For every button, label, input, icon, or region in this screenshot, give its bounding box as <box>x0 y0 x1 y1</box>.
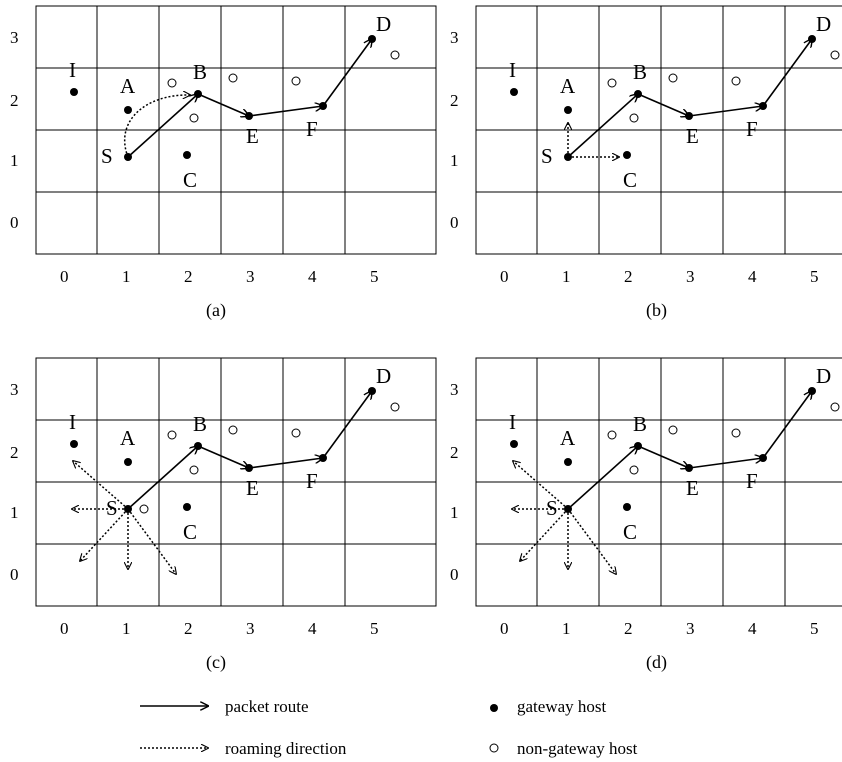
panel-c-ytick-2: 2 <box>10 443 19 462</box>
panel-a: I A B S C E F D 3 2 1 0 0 1 2 3 4 5 (a) <box>10 6 436 321</box>
panel-d-node-F: F <box>746 469 758 493</box>
panel-d-roaming-downright <box>567 508 616 574</box>
panel-c-roaming-downleft <box>80 508 129 561</box>
panel-b-node-I: I <box>509 58 516 82</box>
panel-a-ytick-2: 2 <box>10 91 19 110</box>
panel-b-caption: (b) <box>646 300 667 321</box>
panel-b-ytick-1: 1 <box>450 151 459 170</box>
panel-a-xtick-5: 5 <box>370 267 379 286</box>
panel-b-xtick-0: 0 <box>500 267 509 286</box>
panel-c-ytick-3: 3 <box>10 380 19 399</box>
panel-a-ytick-0: 0 <box>10 213 19 232</box>
panel-b-xtick-1: 1 <box>562 267 571 286</box>
panel-c-node-C: C <box>183 520 197 544</box>
panel-b-node-B: B <box>633 60 647 84</box>
panel-a-ytick-1: 1 <box>10 151 19 170</box>
panel-a-node-C: C <box>183 168 197 192</box>
panel-d-roaming-downleft <box>520 508 569 561</box>
panel-b-xtick-5: 5 <box>810 267 819 286</box>
panel-b-node-C: C <box>623 168 637 192</box>
panel-d-node-D: D <box>816 364 831 388</box>
legend-non-gateway-host-label: non-gateway host <box>517 739 638 758</box>
panel-d-node-B: B <box>633 412 647 436</box>
panel-b-xtick-3: 3 <box>686 267 695 286</box>
panel-a-node-F: F <box>306 117 318 141</box>
panel-d-xtick-2: 2 <box>624 619 633 638</box>
panel-b-node-F: F <box>746 117 758 141</box>
legend-gateway-host-marker <box>490 704 498 712</box>
panel-c-roaming-upleft <box>73 461 129 510</box>
legend-non-gateway-host-marker <box>489 743 499 753</box>
panel-d-xtick-5: 5 <box>810 619 819 638</box>
panel-a-ytick-3: 3 <box>10 28 19 47</box>
panel-c-caption: (c) <box>206 652 226 673</box>
panel-c-node-S: S <box>106 496 118 520</box>
legend-gateway-host-label: gateway host <box>517 697 607 716</box>
panel-a-xtick-1: 1 <box>122 267 131 286</box>
panel-d-ytick-3: 3 <box>450 380 459 399</box>
panel-a-node-D: D <box>376 12 391 36</box>
panel-c: I A B S C E F D 3 2 1 0 0 1 2 3 4 5 (c) <box>10 358 436 673</box>
panel-c-ytick-0: 0 <box>10 565 19 584</box>
panel-b-ytick-0: 0 <box>450 213 459 232</box>
panel-b-ytick-3: 3 <box>450 28 459 47</box>
panel-a-xtick-2: 2 <box>184 267 193 286</box>
panel-d-node-I: I <box>509 410 516 434</box>
panel-c-xtick-4: 4 <box>308 619 317 638</box>
panel-b-grid <box>476 6 842 254</box>
panel-d-node-S: S <box>546 496 558 520</box>
panel-d-ytick-2: 2 <box>450 443 459 462</box>
panel-d-ytick-0: 0 <box>450 565 459 584</box>
panel-d-xtick-3: 3 <box>686 619 695 638</box>
panel-c-xtick-1: 1 <box>122 619 131 638</box>
panel-c-node-A: A <box>120 426 136 450</box>
panel-b: I A B S C E F D 3 2 1 0 0 1 2 3 4 5 (b) <box>450 6 842 321</box>
legend-packet-route-label: packet route <box>225 697 309 716</box>
panel-d-node-C: C <box>623 520 637 544</box>
panel-c-node-I: I <box>69 410 76 434</box>
panel-d-caption: (d) <box>646 652 667 673</box>
panel-a-xtick-4: 4 <box>308 267 317 286</box>
panel-a-node-E: E <box>246 124 259 148</box>
panel-c-xtick-2: 2 <box>184 619 193 638</box>
panel-a-node-B: B <box>193 60 207 84</box>
panel-b-xtick-2: 2 <box>624 267 633 286</box>
panel-d-ytick-1: 1 <box>450 503 459 522</box>
panel-c-ytick-1: 1 <box>10 503 19 522</box>
panel-d-node-A: A <box>560 426 576 450</box>
panel-a-caption: (a) <box>206 300 226 321</box>
panel-c-xtick-0: 0 <box>60 619 69 638</box>
panel-d-xtick-1: 1 <box>562 619 571 638</box>
panel-a-grid <box>36 6 436 254</box>
panel-b-node-A: A <box>560 74 576 98</box>
panel-d: I A B S C E F D 3 2 1 0 0 1 2 3 4 5 (d) <box>450 358 842 673</box>
panel-c-xtick-5: 5 <box>370 619 379 638</box>
panel-c-node-E: E <box>246 476 259 500</box>
panel-c-roaming-downright <box>127 508 176 574</box>
panel-d-xtick-4: 4 <box>748 619 757 638</box>
panel-a-node-I: I <box>69 58 76 82</box>
panel-b-node-D: D <box>816 12 831 36</box>
panel-d-xtick-0: 0 <box>500 619 509 638</box>
legend-roaming-direction-label: roaming direction <box>225 739 347 758</box>
panel-c-xtick-3: 3 <box>246 619 255 638</box>
panel-a-node-S: S <box>101 144 113 168</box>
panel-a-roaming-curve <box>123 95 190 158</box>
panel-d-grid <box>476 358 842 606</box>
panel-b-xtick-4: 4 <box>748 267 757 286</box>
panel-a-node-A: A <box>120 74 136 98</box>
legend: packet route roaming direction gateway h… <box>140 697 638 758</box>
panel-d-node-E: E <box>686 476 699 500</box>
panel-b-node-S: S <box>541 144 553 168</box>
panel-c-node-D: D <box>376 364 391 388</box>
panel-c-node-F: F <box>306 469 318 493</box>
panel-c-node-B: B <box>193 412 207 436</box>
panel-b-ytick-2: 2 <box>450 91 459 110</box>
panel-a-xtick-0: 0 <box>60 267 69 286</box>
panel-c-extra-nongateway <box>139 504 149 514</box>
panel-d-roaming-upleft <box>513 461 569 510</box>
panel-b-node-E: E <box>686 124 699 148</box>
panel-a-xtick-3: 3 <box>246 267 255 286</box>
